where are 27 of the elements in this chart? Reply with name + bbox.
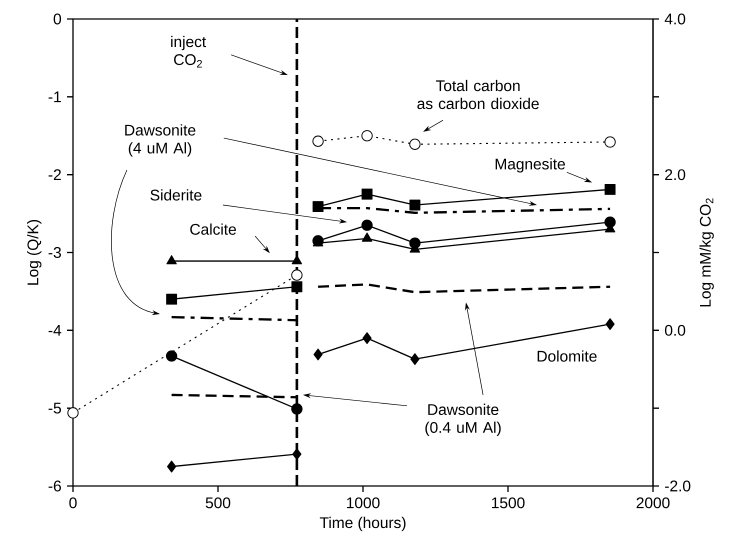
annotation: Dawsonite (4 uM Al) [125, 124, 196, 157]
annotation: Dolomite [538, 350, 597, 362]
y2-tick-label: 0.0 [664, 324, 686, 336]
x-tick-label: 1000 [347, 497, 380, 508]
y-tick-label: 0 [54, 14, 62, 24]
y-tick-label: -5 [48, 402, 61, 414]
ref-line-label: inject CO$_{2}$ [171, 36, 206, 68]
x-axis-title: Time (hours) [320, 516, 406, 532]
y-tick-label: -3 [48, 247, 61, 258]
y-tick-label: -6 [48, 480, 61, 492]
y-tick-label: -1 [48, 92, 61, 102]
annotation: Dawsonite (0.4 uM Al) [425, 404, 501, 436]
y-axis-title: Log (Q/K) [27, 220, 42, 285]
annotation: Calcite [190, 223, 236, 235]
y-tick-label: -4 [48, 325, 62, 336]
x-tick-label: 1500 [492, 497, 525, 508]
y2-axis-title: Log mM/kg CO$_{2}$ [699, 198, 714, 306]
x-tick-label: 0 [69, 497, 77, 508]
y-tick-label: -2 [48, 169, 61, 180]
y2-tick-label: -2.0 [665, 480, 690, 492]
annotation: Total carbon as carbon dioxide [417, 80, 539, 110]
annotation: Siderite [150, 189, 202, 201]
y2-tick-label: 2.0 [665, 169, 686, 180]
annotation: Magnesite [496, 158, 565, 173]
y2-tick-label: 4.0 [664, 14, 686, 24]
x-tick-label: 500 [206, 497, 230, 508]
x-tick-label: 2000 [636, 497, 670, 508]
